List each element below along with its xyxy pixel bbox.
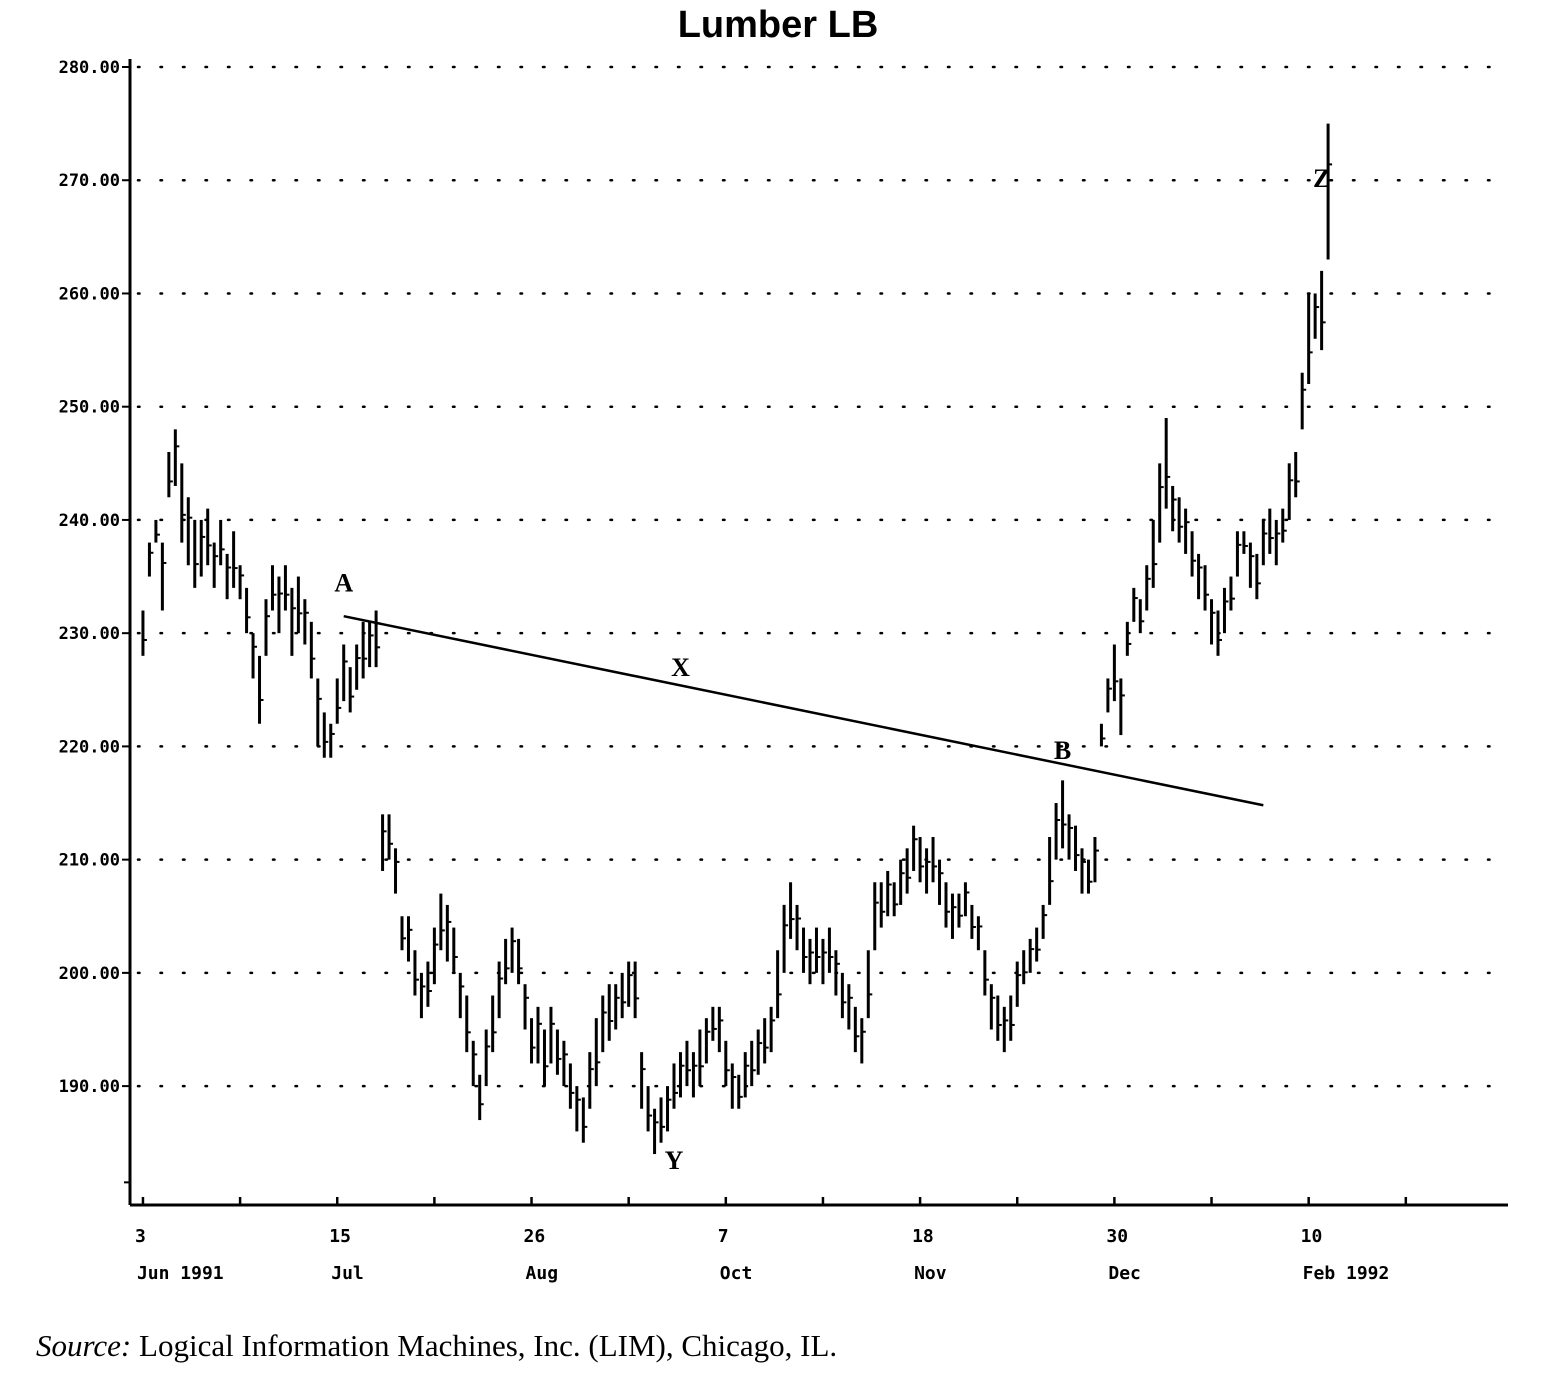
y-tick-label: 240.00 bbox=[59, 511, 120, 531]
annotation-y: Y bbox=[665, 1146, 684, 1175]
annotation-z: Z bbox=[1313, 164, 1330, 193]
trendline bbox=[343, 614, 1264, 807]
source-note: Source: Logical Information Machines, In… bbox=[36, 1328, 837, 1364]
y-tick-label: 270.00 bbox=[59, 171, 120, 191]
x-tick-month-label: Feb 1992 bbox=[1303, 1263, 1390, 1284]
annotation-a: A bbox=[334, 568, 353, 597]
x-tick-day-label: 7 bbox=[718, 1226, 729, 1247]
x-tick-day-label: 3 bbox=[135, 1226, 146, 1247]
x-axis-ticks: 3 Jun 1991 15 Jul 26 Aug 7 Oct 18 Nov 30 Dec 10 Feb 1… bbox=[135, 1197, 1408, 1284]
y-tick-label: 210.00 bbox=[59, 851, 120, 871]
x-tick-day-label: 26 bbox=[524, 1226, 546, 1247]
x-tick-month-label: Nov bbox=[914, 1263, 947, 1284]
axes bbox=[128, 59, 1508, 1207]
x-tick-day-label: 10 bbox=[1301, 1226, 1323, 1247]
source-label: Source: bbox=[36, 1328, 132, 1363]
x-tick-month-label: Dec bbox=[1108, 1263, 1141, 1284]
y-tick-label: 220.00 bbox=[59, 737, 120, 757]
annotation-x: X bbox=[671, 653, 690, 682]
annotations: A X B Y Z bbox=[334, 164, 1330, 1175]
price-chart: 280.00 270.00 260.00 250.00 240.00 230.00 220.… bbox=[59, 58, 1508, 1284]
x-tick-day-label: 18 bbox=[912, 1226, 934, 1247]
y-tick-label: 230.00 bbox=[59, 624, 120, 644]
x-tick-month-label: Oct bbox=[720, 1263, 753, 1284]
source-text: Logical Information Machines, Inc. (LIM)… bbox=[139, 1328, 838, 1363]
y-tick-label: 280.00 bbox=[59, 58, 120, 78]
x-tick-day-label: 30 bbox=[1106, 1226, 1128, 1247]
chart-title: Lumber LB bbox=[677, 4, 879, 46]
gridlines bbox=[136, 65, 1492, 1088]
x-tick-month-label: Aug bbox=[526, 1263, 559, 1284]
y-tick-label: 190.00 bbox=[59, 1077, 120, 1097]
x-tick-day-label: 15 bbox=[329, 1226, 351, 1247]
trendline-layer bbox=[343, 614, 1264, 807]
annotation-b: B bbox=[1054, 736, 1071, 765]
y-tick-label: 250.00 bbox=[59, 398, 120, 418]
x-tick-month-label: Jul bbox=[331, 1263, 364, 1284]
y-tick-label: 200.00 bbox=[59, 964, 120, 984]
x-tick-month-label: Jun 1991 bbox=[137, 1263, 224, 1284]
y-tick-label: 260.00 bbox=[59, 284, 120, 304]
price-bars bbox=[141, 123, 1333, 1155]
y-axis-ticks: 280.00 270.00 260.00 250.00 240.00 230.00 220.… bbox=[59, 58, 130, 1184]
